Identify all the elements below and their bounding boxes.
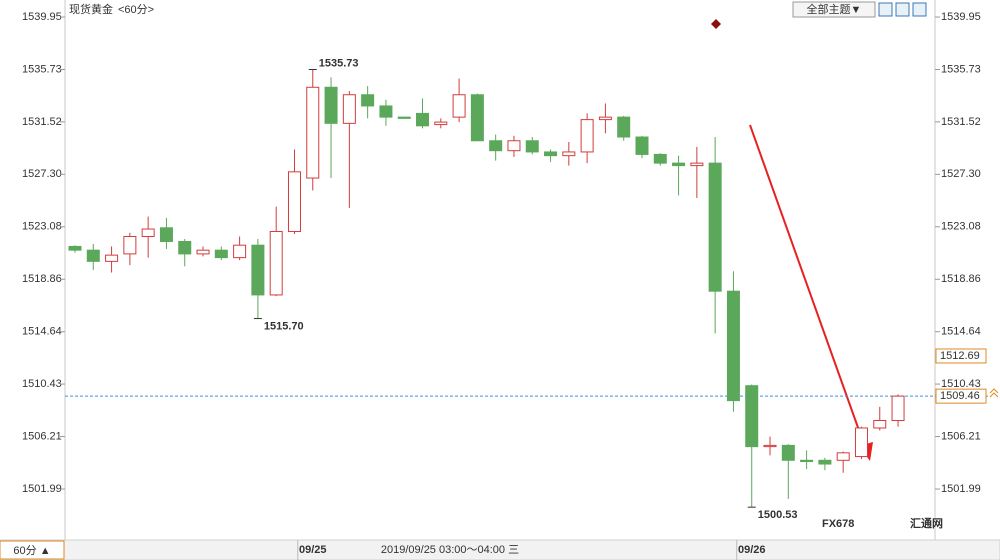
y-tick-label: 1535.73 <box>22 63 62 75</box>
candle-body <box>598 116 612 121</box>
y-tick-label: 1506.21 <box>22 430 62 442</box>
candle-body <box>489 140 503 152</box>
toolbar-icons[interactable] <box>878 2 927 17</box>
candle-body <box>434 121 448 126</box>
y-tick-label: 1539.95 <box>22 11 62 23</box>
annotation: 1515.70 <box>264 320 304 332</box>
y2-tick-label: 1539.95 <box>941 11 981 23</box>
candle-body <box>873 420 887 429</box>
candle-body <box>178 240 192 255</box>
y-tick-label: 1501.99 <box>22 483 62 495</box>
period-label: <60分> <box>118 3 154 16</box>
y2-tick-label: 1514.64 <box>941 326 981 338</box>
candle-body <box>562 151 576 157</box>
candle-body <box>854 427 868 458</box>
y2-tick-label: 1527.30 <box>941 168 981 180</box>
candle-body <box>324 86 338 124</box>
y-tick-label: 1531.52 <box>22 116 62 128</box>
y2-tick-label: 1518.86 <box>941 273 981 285</box>
y-tick-label: 1514.64 <box>22 326 62 338</box>
y2-tick-label: 1501.99 <box>941 483 981 495</box>
period-button-label[interactable]: 60分 ▲ <box>13 544 50 557</box>
candle-body <box>287 171 301 233</box>
candle-body <box>800 459 814 463</box>
candle-body <box>342 94 356 124</box>
candle-body <box>214 249 228 259</box>
price-mark-label: 1512.69 <box>940 350 980 362</box>
y-tick-label: 1510.43 <box>22 378 62 390</box>
watermark: FX678 <box>822 518 854 530</box>
y2-tick-label: 1523.08 <box>941 221 981 233</box>
candle-body <box>397 116 411 119</box>
y-tick-label: 1518.86 <box>22 273 62 285</box>
candle-body <box>672 162 686 167</box>
price-mark-label: 1509.46 <box>940 390 980 402</box>
x-tick-label: 09/25 <box>299 544 327 556</box>
price-mark-box <box>935 348 987 364</box>
candle-body <box>379 105 393 118</box>
candle-body <box>159 227 173 242</box>
y-tick-label: 1523.08 <box>22 221 62 233</box>
crosshair-label: 2019/09/25 03:00～04:00 三 <box>381 544 519 556</box>
y2-tick-label: 1531.52 <box>941 116 981 128</box>
candle-body <box>891 395 905 422</box>
candle-body <box>306 86 320 179</box>
y-tick-label: 1527.30 <box>22 168 62 180</box>
y2-tick-label: 1506.21 <box>941 430 981 442</box>
annotation: 1535.73 <box>319 57 359 69</box>
candle-body <box>745 385 759 448</box>
annotation: 1500.53 <box>758 509 798 521</box>
scroll-icon[interactable] <box>989 388 999 398</box>
candle-body <box>269 231 283 296</box>
candle-body <box>708 162 722 292</box>
x-tick-label: 09/26 <box>738 544 766 556</box>
candle-body <box>196 249 210 255</box>
candle-body <box>86 249 100 262</box>
candle-body <box>361 94 375 107</box>
candle-body <box>525 140 539 153</box>
candle-body <box>251 244 265 296</box>
candle-body <box>617 116 631 138</box>
candle-body <box>763 444 777 448</box>
candle-body <box>580 119 594 153</box>
candle-body <box>635 136 649 155</box>
candle-body <box>470 94 484 142</box>
candle-body <box>123 235 137 255</box>
theme-button-label[interactable]: 全部主题▼ <box>807 2 862 16</box>
bottom-bar <box>0 539 1000 560</box>
candle-body <box>781 444 795 461</box>
candle-body <box>452 94 466 118</box>
candle-body <box>68 245 82 251</box>
candle-body <box>233 244 247 259</box>
period-button[interactable] <box>0 540 65 560</box>
candle-body <box>690 162 704 167</box>
event-marker <box>711 19 721 29</box>
candle-body <box>141 228 155 237</box>
candle-body <box>105 254 119 262</box>
candle-body <box>726 290 740 402</box>
candle-body <box>818 459 832 465</box>
y2-tick-label: 1510.43 <box>941 378 981 390</box>
watermark: 汇通网 <box>910 517 943 530</box>
candle-body <box>507 140 521 152</box>
chart-title: 现货黄金 <box>69 2 113 16</box>
y2-tick-label: 1535.73 <box>941 63 981 75</box>
candle-body <box>653 153 667 164</box>
candle-body <box>416 112 430 127</box>
candle-body <box>836 452 850 461</box>
theme-button[interactable] <box>792 1 876 18</box>
candle-body <box>544 151 558 157</box>
price-mark-box <box>935 388 987 404</box>
